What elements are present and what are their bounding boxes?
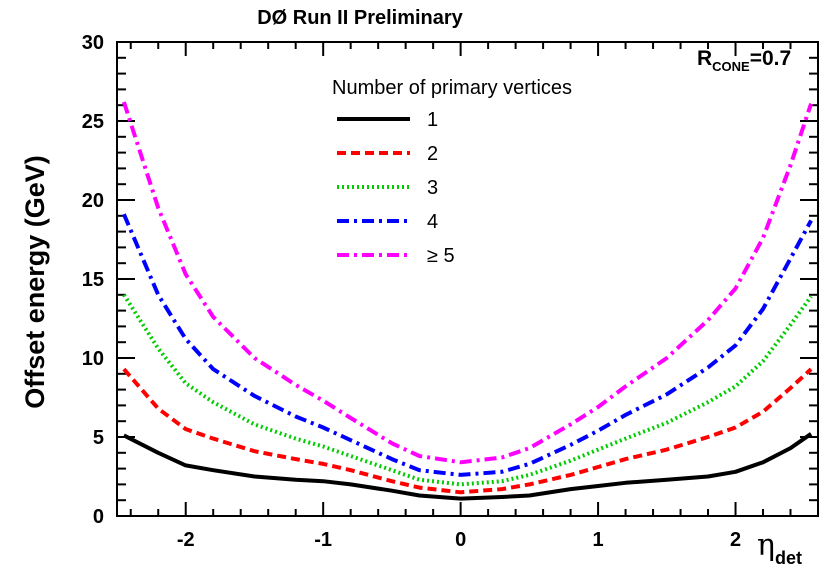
legend-title: Number of primary vertices — [332, 77, 572, 99]
series-line-1 — [122, 432, 813, 501]
legend-label: ≥ 5 — [427, 245, 455, 267]
x-tick-label: -2 — [177, 529, 195, 551]
chart-title: DØ Run II Preliminary — [257, 7, 463, 29]
plot-frame — [116, 41, 819, 517]
cone-annotation-main: R — [697, 47, 712, 70]
legend: 1 2 3 4 ≥ 5 — [337, 109, 455, 267]
series-line-3 — [122, 293, 813, 487]
cone-annotation-suffix: =0.7 — [750, 47, 791, 70]
legend-label: 1 — [427, 109, 438, 131]
legend-label: 4 — [427, 211, 438, 233]
series-line-4 — [122, 213, 813, 477]
x-axis-label-sub: det — [775, 548, 802, 568]
cone-annotation: RCONE=0.7 — [697, 47, 791, 74]
legend-label: 2 — [427, 143, 438, 165]
series-line-2 — [122, 367, 813, 495]
x-tick-label: 2 — [730, 529, 741, 551]
y-tick-label: 25 — [82, 111, 104, 133]
y-tick-label: 15 — [82, 269, 104, 291]
y-axis-label: Offset energy (GeV) — [20, 155, 50, 409]
y-tick-label: 5 — [93, 427, 104, 449]
cone-annotation-sub: CONE — [712, 59, 750, 74]
y-axis: 0 5 10 15 20 25 30 — [82, 32, 818, 528]
x-tick-label: 1 — [593, 529, 604, 551]
x-axis-label: ηdet — [757, 528, 802, 568]
x-axis: -2 -1 0 1 2 — [129, 42, 819, 551]
x-tick-label: -1 — [314, 529, 332, 551]
x-tick-label: 0 — [455, 529, 466, 551]
y-tick-label: 20 — [82, 190, 104, 212]
y-tick-label: 30 — [82, 32, 104, 54]
x-axis-label-main: η — [757, 528, 775, 563]
series-lines — [121, 101, 813, 501]
legend-label: 3 — [427, 177, 438, 199]
y-tick-label: 0 — [93, 506, 104, 528]
y-tick-label: 10 — [82, 348, 104, 370]
